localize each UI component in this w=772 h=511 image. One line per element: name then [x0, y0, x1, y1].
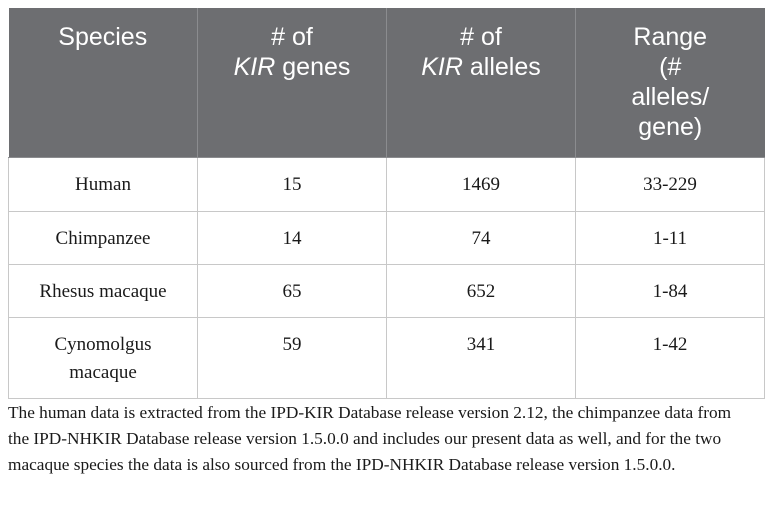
- table-row: Rhesus macaque 65 652 1-84: [8, 263, 765, 318]
- species-label-line2: macaque: [69, 361, 137, 383]
- header-kir-genes-tail: genes: [275, 53, 351, 81]
- cell-alleles: 341: [386, 316, 576, 399]
- header-kir-genes-line2: KIR genes: [204, 52, 380, 82]
- header-range-line4: gene): [638, 113, 703, 141]
- kir-species-table: Species # of KIR genes # of KIR alleles …: [8, 8, 765, 399]
- header-range: Range (# alleles/ gene): [575, 8, 765, 158]
- cell-range: 33-229: [575, 156, 765, 212]
- header-range-line3: alleles/: [631, 83, 710, 111]
- cell-alleles: 74: [386, 210, 576, 265]
- header-species: Species: [8, 8, 198, 158]
- cell-genes: 15: [197, 156, 387, 212]
- header-species-label: Species: [58, 23, 148, 51]
- header-kir-alleles-line2: KIR alleles: [393, 52, 569, 82]
- header-kir-alleles-tail: alleles: [462, 53, 541, 81]
- header-kir-genes-italic: KIR: [233, 53, 276, 81]
- cell-range: 1-42: [575, 316, 765, 399]
- species-label: Chimpanzee: [55, 227, 151, 249]
- cell-species: Human: [8, 156, 198, 212]
- header-range-line2: (#: [659, 53, 682, 81]
- kir-table-container: Species # of KIR genes # of KIR alleles …: [8, 8, 765, 399]
- header-kir-alleles-line1: # of: [460, 23, 502, 51]
- table-row: Chimpanzee 14 74 1-11: [8, 210, 765, 265]
- cell-species: Chimpanzee: [8, 210, 198, 265]
- cell-range: 1-84: [575, 263, 765, 318]
- species-label: Human: [75, 173, 131, 195]
- cell-alleles: 652: [386, 263, 576, 318]
- cell-genes: 59: [197, 316, 387, 399]
- cell-range: 1-11: [575, 210, 765, 265]
- cell-species: Cynomolgus macaque: [8, 316, 198, 399]
- header-kir-alleles-italic: KIR: [421, 53, 463, 81]
- cell-alleles: 1469: [386, 156, 576, 212]
- cell-species: Rhesus macaque: [8, 263, 198, 318]
- header-range-line1: Range: [633, 23, 708, 51]
- table-footnote: The human data is extracted from the IPD…: [8, 403, 732, 474]
- species-label-line1: Cynomolgus: [54, 333, 152, 355]
- table-header-row: Species # of KIR genes # of KIR alleles …: [8, 8, 765, 158]
- cell-genes: 65: [197, 263, 387, 318]
- table-row: Human 15 1469 33-229: [8, 156, 765, 212]
- header-kir-genes: # of KIR genes: [197, 8, 387, 158]
- table-row: Cynomolgus macaque 59 341 1-42: [8, 316, 765, 399]
- species-label: Rhesus macaque: [39, 280, 167, 302]
- header-kir-genes-line1: # of: [271, 23, 313, 51]
- cell-genes: 14: [197, 210, 387, 265]
- header-kir-alleles: # of KIR alleles: [386, 8, 576, 158]
